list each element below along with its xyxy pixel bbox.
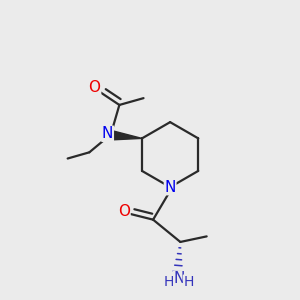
- Text: H: H: [164, 275, 174, 289]
- Polygon shape: [111, 131, 142, 140]
- Text: N: N: [164, 180, 176, 195]
- Text: H: H: [184, 275, 194, 289]
- Text: O: O: [88, 80, 101, 95]
- Text: O: O: [118, 204, 130, 219]
- Text: N: N: [102, 126, 113, 141]
- Text: N: N: [174, 271, 185, 286]
